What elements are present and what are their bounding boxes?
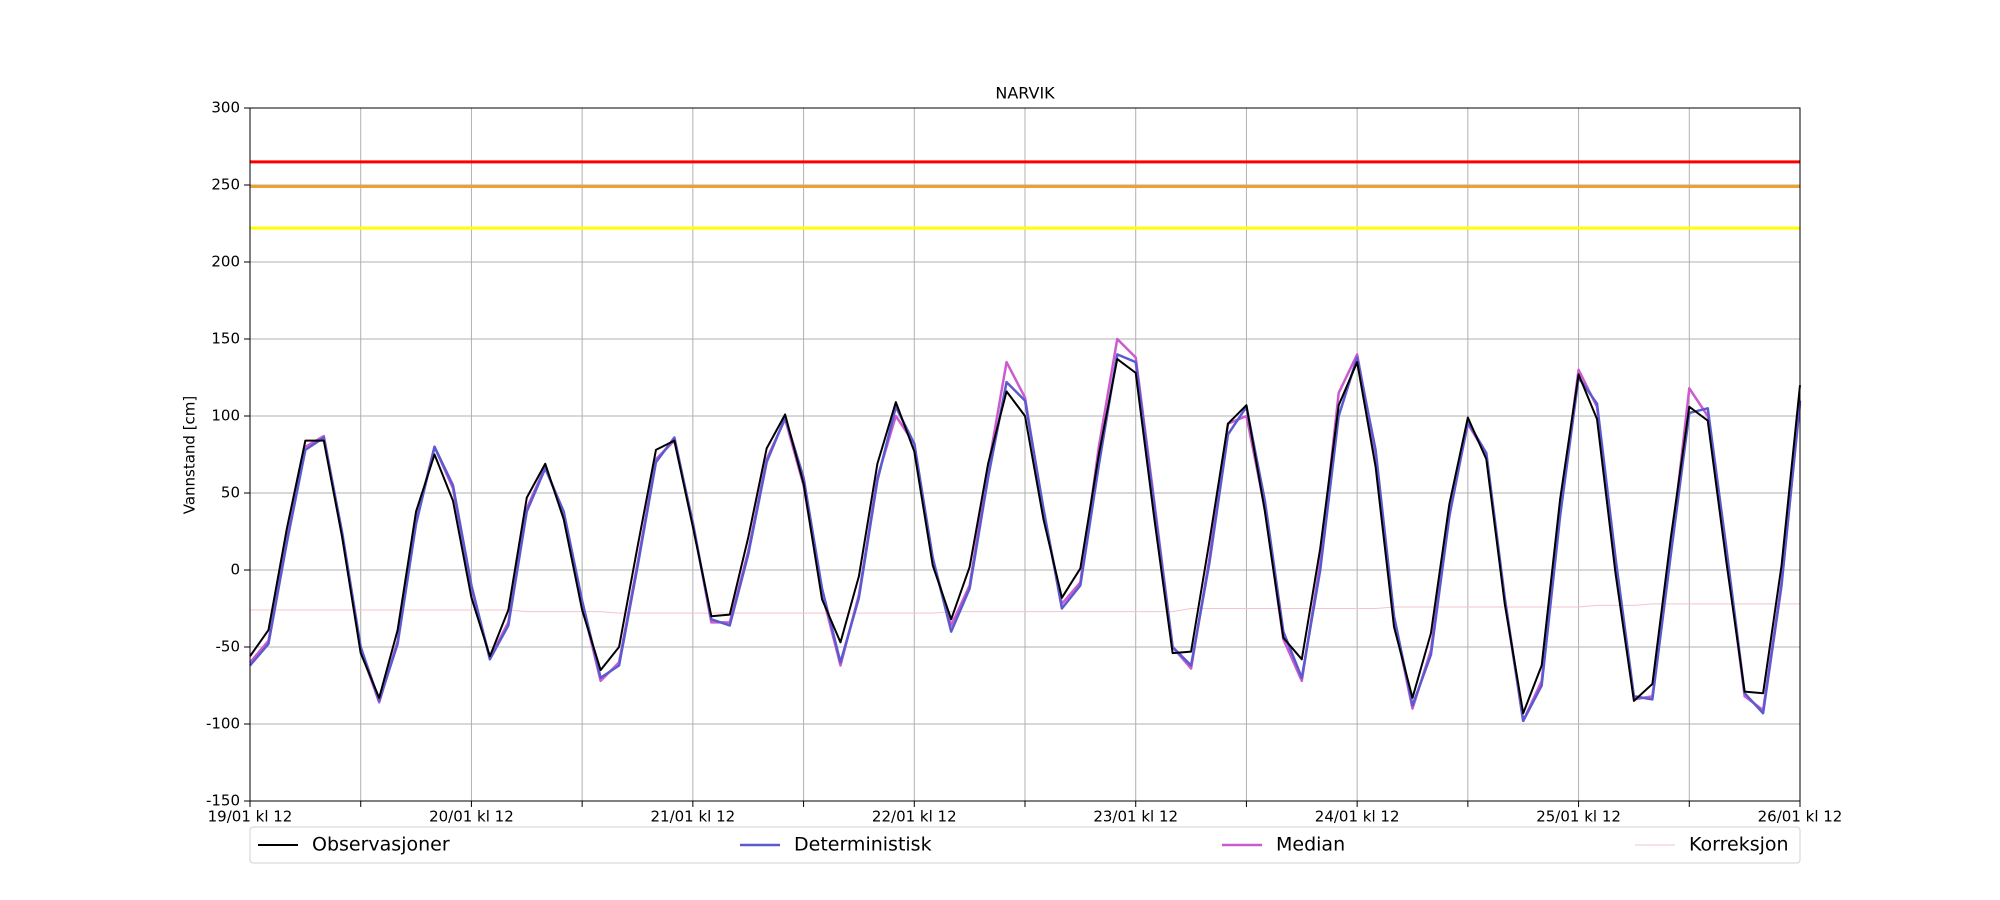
y-axis-label: Vannstand [cm] <box>181 396 199 515</box>
chart-title: NARVIK <box>995 84 1055 103</box>
y-tick-label: 250 <box>211 176 240 194</box>
x-tick-label: 22/01 kl 12 <box>872 808 957 826</box>
x-tick-label: 25/01 kl 12 <box>1536 808 1621 826</box>
data-line <box>249 358 1801 715</box>
x-tick-label: 21/01 kl 12 <box>650 808 735 826</box>
x-tick-label: 26/01 kl 12 <box>1758 808 1843 826</box>
y-tick-label: 50 <box>221 484 240 502</box>
legend-label: Observasjoner <box>312 834 450 856</box>
x-tick-label: 20/01 kl 12 <box>429 808 514 826</box>
x-tick-label: 24/01 kl 12 <box>1315 808 1400 826</box>
y-tick-label: 150 <box>211 330 240 348</box>
legend-label: Deterministisk <box>794 834 932 856</box>
data-line <box>249 353 1802 723</box>
y-tick-label: -50 <box>216 638 241 656</box>
y-tick-label: 0 <box>230 561 240 579</box>
x-tick-label: 19/01 kl 12 <box>208 808 293 826</box>
legend-label: Korreksjon <box>1689 834 1789 856</box>
y-tick-label: -100 <box>206 715 240 733</box>
x-tick-label: 23/01 kl 12 <box>1093 808 1178 826</box>
plot-frame <box>249 107 1801 802</box>
legend-box <box>249 826 1801 864</box>
y-tick-label: 100 <box>211 407 240 425</box>
y-tick-label: 300 <box>211 99 240 117</box>
y-tick-label: -150 <box>206 792 240 810</box>
y-tick-label: 200 <box>211 253 240 271</box>
legend-label: Median <box>1276 834 1345 856</box>
